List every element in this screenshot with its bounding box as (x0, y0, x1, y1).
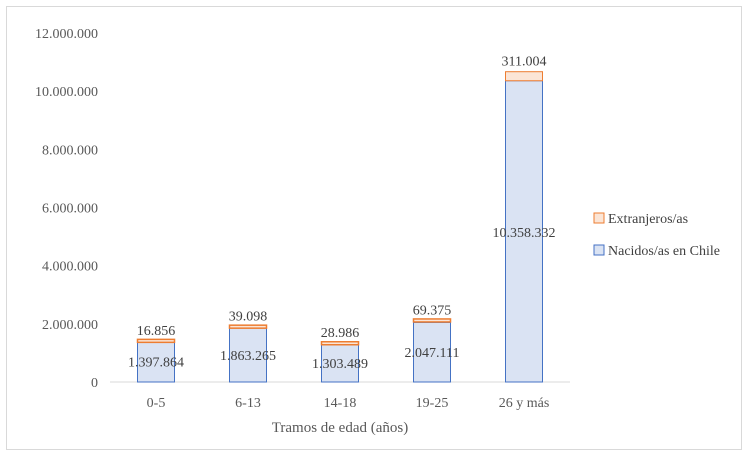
data-label-nacidos: 1.397.864 (128, 356, 184, 371)
legend: Extranjeros/as Nacidos/as en Chile (593, 212, 720, 259)
bar-nacidos (505, 80, 543, 383)
data-label-nacidos: 1.303.489 (312, 357, 368, 372)
bar-nacidos (137, 340, 175, 383)
x-tick-label: 6-13 (235, 396, 261, 411)
data-label-extranjeros: 69.375 (413, 303, 452, 318)
x-tick-label: 0-5 (147, 396, 166, 411)
bars: 1.397.864 16.856 1.863.265 39.098 1.303.489 2… (128, 55, 556, 383)
data-label-extranjeros: 28.986 (321, 326, 360, 341)
data-label-nacidos: 1.863.265 (220, 349, 276, 364)
bar-nacidos (413, 321, 451, 383)
legend-label: Nacidos/as en Chile (608, 244, 720, 259)
bar-extranjeros (228, 324, 268, 329)
bar-extranjeros (320, 340, 360, 346)
y-tick-label: 0 (91, 376, 98, 391)
y-tick-label: 6.000.000 (42, 202, 98, 217)
legend-label: Extranjeros/as (608, 212, 688, 227)
bar-extranjeros (136, 338, 176, 344)
x-tick-label: 14-18 (324, 396, 357, 411)
data-label-nacidos: 10.358.332 (493, 226, 556, 241)
bar-extranjeros (505, 71, 543, 82)
bar-extranjeros (412, 318, 452, 323)
data-label-nacidos: 2.047.111 (405, 346, 460, 361)
legend-swatch (593, 212, 605, 224)
y-tick-label: 4.000.000 (42, 260, 98, 275)
y-tick-label: 10.000.000 (35, 85, 98, 100)
bar-nacidos (321, 343, 359, 383)
data-label-extranjeros: 39.098 (229, 310, 268, 325)
legend-swatch (593, 244, 605, 256)
y-tick-label: 8.000.000 (42, 143, 98, 158)
y-tick-label: 12.000.000 (35, 27, 98, 42)
x-axis-ticks: 0-5 6-13 14-18 19-25 26 y más (147, 396, 550, 411)
x-tick-label: 26 y más (499, 396, 550, 411)
data-label-extranjeros: 16.856 (137, 324, 176, 339)
y-axis-ticks: 0 2.000.000 4.000.000 6.000.000 8.000.000 10.… (35, 27, 98, 391)
chart-frame (6, 6, 742, 450)
y-tick-label: 2.000.000 (42, 318, 98, 333)
x-axis-title: Tramos de edad (años) (272, 420, 409, 436)
data-label-extranjeros: 311.004 (502, 55, 547, 70)
x-tick-label: 19-25 (416, 396, 449, 411)
